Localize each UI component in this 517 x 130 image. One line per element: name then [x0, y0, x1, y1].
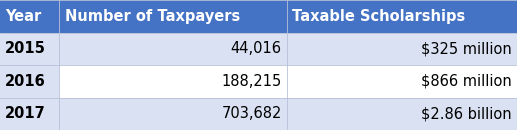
Bar [59, 0, 287, 32]
Bar [287, 98, 517, 130]
Bar [59, 65, 287, 98]
Bar [0, 0, 59, 32]
Text: 703,682: 703,682 [221, 106, 282, 121]
Text: Taxable Scholarships: Taxable Scholarships [292, 9, 465, 24]
Text: $325 million: $325 million [421, 41, 512, 56]
Text: Year: Year [5, 9, 41, 24]
Text: 2015: 2015 [5, 41, 46, 56]
Bar [0, 65, 59, 98]
Bar [287, 65, 517, 98]
Text: 44,016: 44,016 [231, 41, 282, 56]
Text: 188,215: 188,215 [221, 74, 282, 89]
Bar [0, 32, 59, 65]
Text: 2016: 2016 [5, 74, 46, 89]
Bar [59, 32, 287, 65]
Bar [0, 98, 59, 130]
Bar [287, 0, 517, 32]
Bar [59, 98, 287, 130]
Text: 2017: 2017 [5, 106, 46, 121]
Text: Number of Taxpayers: Number of Taxpayers [65, 9, 240, 24]
Text: $2.86 billion: $2.86 billion [421, 106, 512, 121]
Text: $866 million: $866 million [421, 74, 512, 89]
Bar [287, 32, 517, 65]
